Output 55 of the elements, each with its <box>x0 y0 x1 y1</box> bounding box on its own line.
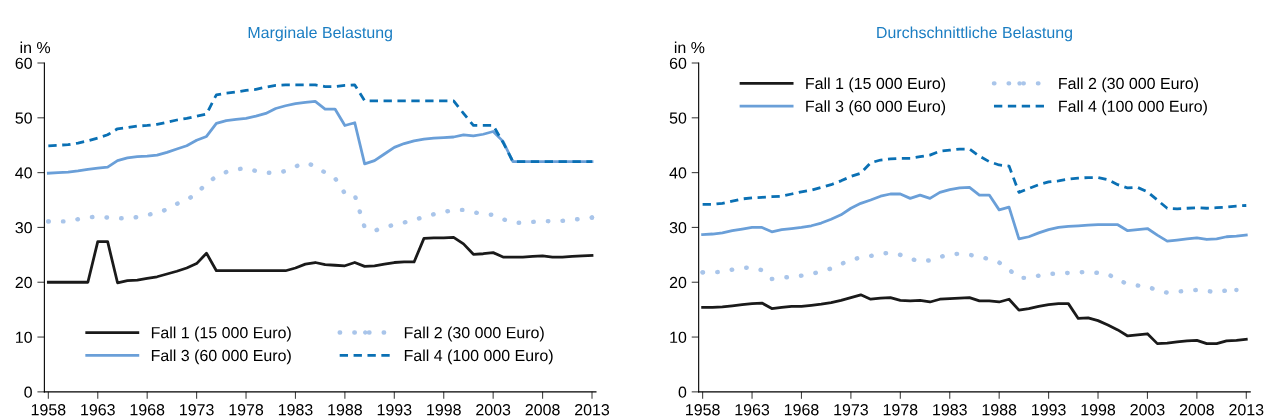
y-tick-label: 50 <box>669 112 687 124</box>
x-tick-label: 1963 <box>735 404 770 416</box>
y-tick-label: 10 <box>16 331 32 343</box>
x-tick-label: 1983 <box>278 404 313 416</box>
legend-label: Fall 4 (100 000 Euro) <box>404 349 553 365</box>
y-tick-label: 0 <box>678 386 687 398</box>
x-tick-label: 1968 <box>130 404 165 416</box>
x-tick-label: 1973 <box>180 404 214 416</box>
y-tick-label: 40 <box>669 167 687 179</box>
legend-label: Fall 2 (30 000 Euro) <box>404 326 544 342</box>
x-tick-label: 2013 <box>1229 404 1264 416</box>
legend-label: Fall 3 (60 000 Euro) <box>806 100 946 116</box>
x-tick-label: 1983 <box>933 404 967 416</box>
x-tick-label: 1968 <box>784 404 819 416</box>
line-series <box>46 83 594 164</box>
x-tick-label: 2008 <box>525 404 560 416</box>
y-tick-label: 50 <box>15 112 32 124</box>
y-tick-label: 0 <box>24 386 32 398</box>
legend-label: Fall 4 (100 000 Euro) <box>1059 100 1207 116</box>
x-tick-label: 2013 <box>575 404 610 416</box>
x-tick-label: 2008 <box>1179 404 1214 416</box>
line-series <box>701 293 1248 346</box>
x-tick-label: 1988 <box>982 404 1017 416</box>
chart-title: Durchschnittliche Belastung <box>877 26 1072 42</box>
x-tick-label: 1973 <box>834 404 868 416</box>
y-tick-label: 10 <box>670 331 687 343</box>
legend-label: Fall 3 (60 000 Euro) <box>151 349 291 365</box>
y-tick-label: 30 <box>669 222 687 234</box>
x-tick-label: 1978 <box>883 404 918 416</box>
legend-label: Fall 1 (15 000 Euro) <box>806 77 946 93</box>
x-tick-label: 1958 <box>31 404 66 416</box>
line-series <box>701 186 1248 243</box>
y-tick-label: 20 <box>669 276 687 289</box>
y-axis-title: in % <box>674 41 705 54</box>
x-tick-label: 1998 <box>427 404 461 416</box>
x-tick-label: 2003 <box>1130 404 1165 416</box>
x-tick-label: 1993 <box>377 404 412 416</box>
x-tick-label: 1978 <box>229 404 264 416</box>
y-tick-label: 30 <box>15 222 32 234</box>
x-tick-label: 1958 <box>686 404 720 416</box>
y-tick-label: 60 <box>669 57 687 69</box>
x-tick-label: 1963 <box>81 404 115 416</box>
y-tick-label: 40 <box>15 167 32 179</box>
y-tick-label: 20 <box>15 276 32 289</box>
x-tick-label: 1998 <box>1081 404 1116 416</box>
line-series <box>701 147 1248 211</box>
legend-label: Fall 2 (30 000 Euro) <box>1059 77 1199 93</box>
y-axis-title: in % <box>20 41 51 54</box>
line-series <box>46 235 594 285</box>
legend-label: Fall 1 (15 000 Euro) <box>151 326 291 342</box>
x-tick-label: 2003 <box>476 404 511 416</box>
x-tick-label: 1993 <box>1032 404 1066 416</box>
chart-title: Marginale Belastung <box>248 26 392 42</box>
x-tick-label: 1988 <box>328 404 362 416</box>
y-tick-label: 60 <box>15 57 32 69</box>
